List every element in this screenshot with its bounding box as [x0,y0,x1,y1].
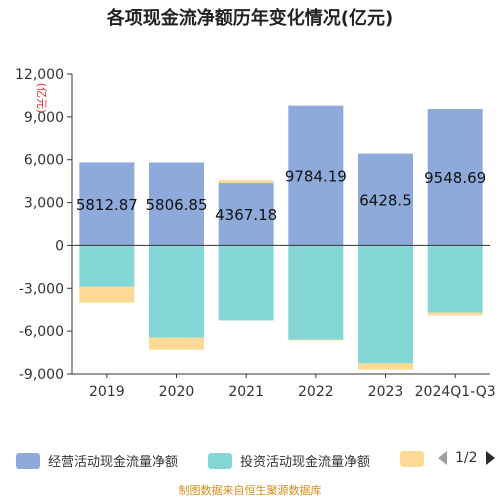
y-tick-label: -6,000 [19,324,64,340]
x-tick-label: 2023 [368,384,404,400]
legend-page-indicator: 1/2 [455,450,478,466]
y-tick-label: -3,000 [19,281,64,297]
bar-financing [218,180,274,184]
bar-operating [427,109,483,246]
bar-investing [79,245,135,287]
bar-value-label: 4367.18 [215,206,277,224]
chart-title: 各项现金流净额历年变化情况(亿元) [106,8,394,29]
y-tick-label: 3,000 [24,196,64,212]
x-tick-label: 2022 [298,384,334,400]
legend-label-investing: 投资活动现金流量净额 [240,455,371,470]
legend-item-operating[interactable]: 经营活动现金流量净额 [16,451,178,470]
bar-investing [288,245,344,340]
y-tick-label: -9,000 [19,367,64,383]
data-source-note: 制图数据来自恒生聚源数据库 [178,484,322,497]
y-axis-unit-label: (亿元) [35,83,48,114]
bar-value-label: 5812.87 [76,196,138,214]
legend-swatch-operating [16,452,40,469]
legend-swatch-financing [400,451,424,467]
legend-pager: 1/2 [438,450,495,466]
bar-financing [79,286,135,303]
legend-item-financing[interactable] [400,451,432,467]
bar-financing [358,363,413,370]
y-tick-label: 12,000 [15,67,64,83]
bar-operating [79,162,135,246]
bar-investing [149,245,204,338]
x-tick-label: 2020 [159,384,195,400]
next-page-icon[interactable] [485,451,495,465]
prev-page-icon[interactable] [438,451,447,465]
bar-financing [149,337,204,350]
bar-operating [288,105,344,246]
y-tick-label: 0 [55,238,64,254]
bar-value-label: 5806.85 [145,196,207,214]
bar-investing [218,245,274,321]
y-tick-label: 9,000 [24,110,64,126]
legend-swatch-investing [208,452,232,469]
x-tick-label: 2024Q1-Q3 [415,384,496,400]
y-tick-label: 6,000 [24,153,64,169]
bar-operating [149,162,204,246]
bar-value-label: 6428.5 [359,192,412,210]
x-tick-label: 2019 [89,384,125,400]
bar-investing [427,245,483,313]
bar-financing [288,339,344,341]
legend-label-operating: 经营活动现金流量净额 [48,455,179,470]
bar-value-label: 9784.19 [285,168,347,186]
stacked-bar-chart: 12,000 9,000 6,000 3,000 0 -3,000 -6,000 -9,000… [15,67,496,400]
legend: 经营活动现金流量净额 投资活动现金流量净额 1/2 [0,440,500,480]
bar-investing [358,245,413,364]
bar-financing [427,312,483,316]
bar-operating [218,183,274,246]
x-tick-label: 2021 [228,384,264,400]
legend-item-investing[interactable]: 投资活动现金流量净额 [208,451,370,470]
bar-value-label: 9548.69 [424,169,486,187]
bar-operating [358,153,413,246]
